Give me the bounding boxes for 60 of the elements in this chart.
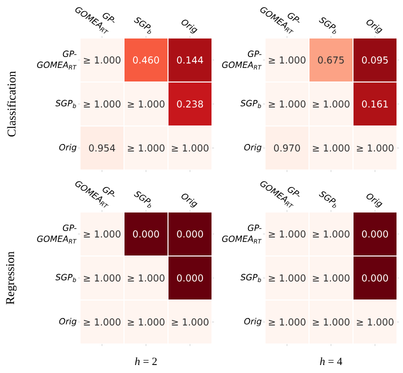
y-tick-label: SGP$_{b}$ <box>55 274 76 282</box>
y-tick-label: SGP$_{b}$ <box>55 100 76 108</box>
data-label: 0.675 <box>318 56 344 64</box>
text: ≥ 1.000 <box>312 230 350 238</box>
y-tick-label: Orig <box>244 318 262 326</box>
x-tick-label: Orig <box>366 20 383 34</box>
x-tick-label: SGP$_{b}$ <box>318 191 336 208</box>
x-axis-title: h = 4 <box>320 357 342 365</box>
text: ≥ 1.000 <box>312 318 350 326</box>
data-label: 0.144 <box>177 56 204 64</box>
data-label: 0.000 <box>177 230 203 238</box>
data-label: 0.000 <box>362 274 388 282</box>
text: ≥ 1.000 <box>312 100 350 108</box>
text: ≥ 1.000 <box>84 56 120 64</box>
text: ≥ 1.000 <box>172 144 208 152</box>
data-label: 0.970 <box>274 144 300 152</box>
y-tick-label: GP-GOMEA$_{RT}$ <box>222 50 262 70</box>
y-axis-title: Classification <box>7 71 16 137</box>
data-label: 0.000 <box>362 230 388 238</box>
y-tick-label: GP-GOMEA$_{RT}$ <box>37 224 77 244</box>
x-tick-label: SGP$_{b}$ <box>134 191 152 208</box>
text: ≥ 1.000 <box>128 274 164 282</box>
data-label: 0.238 <box>177 100 203 108</box>
text: ≥ 1.000 <box>268 274 306 282</box>
text: ≥ 1.000 <box>312 274 350 282</box>
y-tick-label: GP-GOMEA$_{RT}$ <box>222 224 262 244</box>
data-label: 0.954 <box>89 144 116 152</box>
y-tick-label: SGP$_{b}$ <box>240 274 262 282</box>
x-tick-label: SGP$_{b}$ <box>134 17 152 34</box>
text: ≥ 1.000 <box>356 318 394 326</box>
data-label: 0.000 <box>177 274 203 282</box>
text: ≥ 1.000 <box>84 274 120 282</box>
text: ≥ 1.000 <box>172 318 208 326</box>
data-label: 0.095 <box>362 56 388 64</box>
x-axis-title: h = 2 <box>135 357 157 365</box>
y-tick-label: Orig <box>244 144 262 152</box>
x-tick-label: SGP$_{b}$ <box>318 17 336 34</box>
text: ≥ 1.000 <box>84 100 120 108</box>
text: ≥ 1.000 <box>84 230 120 238</box>
y-tick-label: GP-GOMEA$_{RT}$ <box>37 50 77 70</box>
x-tick-label: Orig <box>182 194 198 208</box>
x-tick-label: Orig <box>366 194 383 208</box>
text: ≥ 1.000 <box>128 100 164 108</box>
data-label: 0.161 <box>362 100 388 108</box>
data-label: 0.000 <box>133 230 159 238</box>
text: ≥ 1.000 <box>268 56 306 64</box>
text: ≥ 1.000 <box>312 144 350 152</box>
text: ≥ 1.000 <box>128 144 164 152</box>
y-tick-label: Orig <box>59 318 76 326</box>
text: ≥ 1.000 <box>268 318 306 326</box>
text: ≥ 1.000 <box>84 318 120 326</box>
y-tick-label: Orig <box>59 144 76 152</box>
text: ≥ 1.000 <box>356 144 394 152</box>
text: ≥ 1.000 <box>268 100 306 108</box>
y-tick-label: SGP$_{b}$ <box>240 100 262 108</box>
data-label: 0.460 <box>133 56 159 64</box>
text: ≥ 1.000 <box>128 318 164 326</box>
x-tick-label: Orig <box>182 20 198 34</box>
text: ≥ 1.000 <box>268 230 306 238</box>
y-axis-title: Regression <box>6 252 17 304</box>
